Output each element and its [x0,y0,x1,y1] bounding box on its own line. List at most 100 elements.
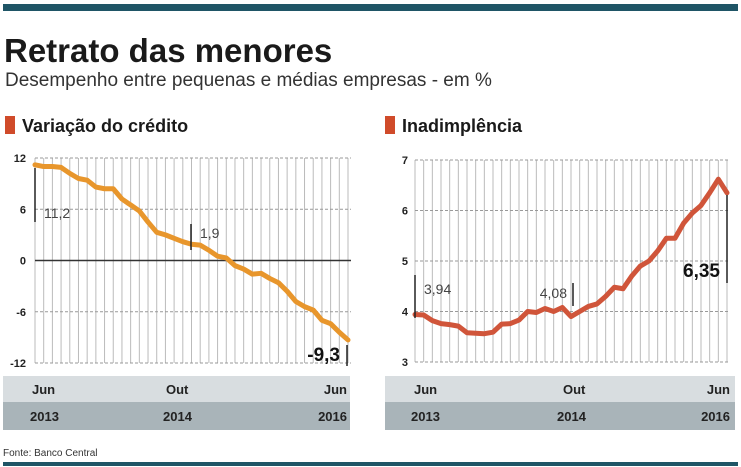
default-data-point [647,259,651,263]
credit-x-month-label: Jun [32,382,55,397]
default-data-point [448,323,452,327]
default-data-point [439,322,443,326]
credit-data-point [294,300,298,303]
credit-data-point [146,220,150,224]
default-data-point [586,304,590,308]
default-legend-marker [385,116,395,134]
default-data-point [569,315,573,319]
credit-data-point [276,281,280,285]
credit-x-year-label: 2016 [318,409,347,424]
credit-data-point [207,248,211,252]
credit-data-point [216,254,220,258]
default-year-band [385,402,735,430]
default-data-point [422,313,426,317]
default-chart-title: Inadimplência [402,116,523,136]
default-data-point [508,322,512,326]
default-data-point [690,211,694,215]
credit-month-band [3,376,350,402]
default-data-point [456,324,460,328]
default-y-tick-label: 5 [402,256,408,268]
credit-data-point [155,230,159,234]
credit-data-point [94,185,98,189]
source-note: Fonte: Banco Central [3,448,98,459]
default-data-point [656,249,660,253]
credit-data-point [224,256,228,260]
credit-data-point [198,243,202,247]
default-x-year-label: 2013 [411,409,440,424]
credit-legend-marker [5,116,15,134]
credit-data-point [250,272,254,276]
default-annotation-label: 4,08 [540,285,567,301]
default-annotation-label: 3,94 [424,281,451,297]
credit-y-tick-label: 6 [20,204,26,216]
default-data-point [708,191,712,195]
credit-x-month-label: Out [166,382,189,397]
credit-data-point [111,187,115,191]
credit-year-band [3,402,350,430]
default-x-year-label: 2016 [701,409,730,424]
default-data-point [560,305,564,309]
default-data-point [491,330,495,334]
chart-subtitle: Desempenho entre pequenas e médias empre… [5,70,492,91]
default-y-tick-label: 7 [402,155,408,167]
credit-data-point [120,197,124,201]
credit-annotation-label: 1,9 [200,225,220,241]
default-data-point [621,287,625,291]
default-data-point [725,191,729,195]
credit-data-point [329,322,333,326]
default-y-tick-label: 3 [402,357,408,369]
credit-data-point [137,209,141,213]
credit-data-point [285,289,289,293]
default-data-point [673,236,677,240]
default-data-point [517,318,521,322]
default-data-point [612,285,616,289]
credit-y-tick-label: 12 [14,153,26,165]
default-data-point [699,203,703,207]
default-data-point [595,302,599,306]
default-data-point [500,322,504,326]
credit-data-point [163,233,167,237]
default-data-point [534,311,538,315]
default-data-point [638,264,642,268]
default-data-point [716,177,720,181]
default-data-point [630,274,634,278]
credit-data-point [172,236,176,240]
default-data-point [604,294,608,298]
default-data-point [430,319,434,323]
credit-annotation-label: -9,3 [307,345,340,366]
default-data-point [682,221,686,225]
credit-chart-title: Variação do crédito [22,116,188,136]
default-x-month-label: Out [563,382,586,397]
default-data-point [465,331,469,335]
default-data-point [474,331,478,335]
credit-data-point [50,165,54,169]
credit-chart: 12 6 0 -6 -12 11,2 1,9 -9,3 [10,153,351,370]
credit-data-point [42,165,46,169]
default-data-point [664,236,668,240]
credit-data-point [320,318,324,322]
default-x-month-label: Jun [414,382,437,397]
default-x-month-label: Jun [707,382,730,397]
default-annotation-label: 6,35 [683,261,720,282]
credit-data-point [303,305,307,309]
credit-annotation-label: 11,2 [44,205,70,221]
credit-data-point [311,308,315,312]
credit-data-point [33,163,37,167]
default-month-band [385,376,735,402]
credit-data-point [85,178,89,182]
credit-x-year-label: 2013 [30,409,59,424]
credit-y-tick-label: 0 [20,256,26,268]
credit-data-point [68,171,72,175]
credit-data-point [242,267,246,271]
chart-title: Retrato das menores [4,32,332,69]
credit-data-point [129,203,133,207]
credit-data-point [233,264,237,268]
credit-data-point [259,271,263,275]
default-data-point [552,310,556,313]
default-data-point [543,306,547,310]
credit-data-point [76,177,80,180]
credit-y-tick-label: -6 [16,307,26,319]
credit-data-point [103,187,107,191]
default-y-tick-label: 6 [402,206,408,218]
